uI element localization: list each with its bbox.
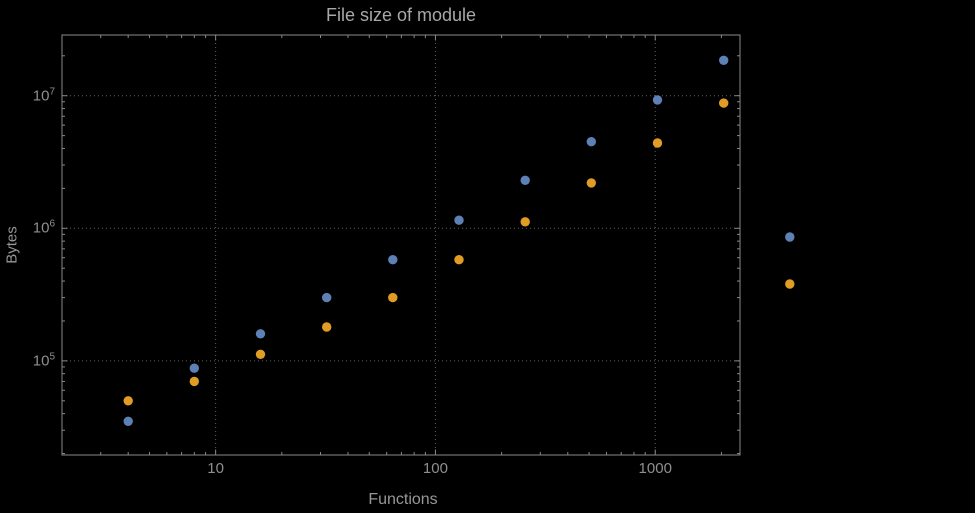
y-tick-label: 107	[32, 86, 55, 105]
data-point-orange	[785, 279, 795, 289]
y-tick-label: 105	[32, 351, 55, 370]
x-tick-label: 100	[422, 460, 448, 477]
data-point-blue	[255, 329, 266, 339]
data-point-orange	[454, 255, 464, 265]
data-point-blue	[454, 215, 464, 225]
x-tick-label: 1000	[638, 460, 672, 477]
data-point-blue	[388, 255, 398, 265]
data-point-blue	[322, 292, 332, 303]
data-point-orange	[652, 138, 663, 148]
data-point-blue	[189, 363, 199, 373]
data-point-blue	[123, 416, 133, 426]
data-point-blue	[652, 95, 663, 105]
data-point-blue	[719, 55, 729, 65]
x-axis-label: Functions	[368, 491, 438, 508]
data-point-blue	[586, 137, 596, 147]
data-point-orange	[719, 98, 729, 108]
data-point-orange	[189, 376, 199, 387]
data-point-orange	[123, 396, 133, 406]
data-point-orange	[322, 322, 332, 332]
data-point-orange	[520, 217, 530, 227]
data-point-orange	[586, 178, 596, 188]
data-point-blue	[785, 232, 795, 242]
plot-frame	[61, 34, 741, 456]
x-tick-label: 10	[207, 460, 224, 477]
data-point-orange	[255, 349, 266, 359]
data-point-blue	[520, 175, 530, 185]
data-point-orange	[388, 292, 398, 303]
chart-title: File size of module	[325, 5, 477, 25]
y-tick-label: 106	[32, 218, 55, 237]
